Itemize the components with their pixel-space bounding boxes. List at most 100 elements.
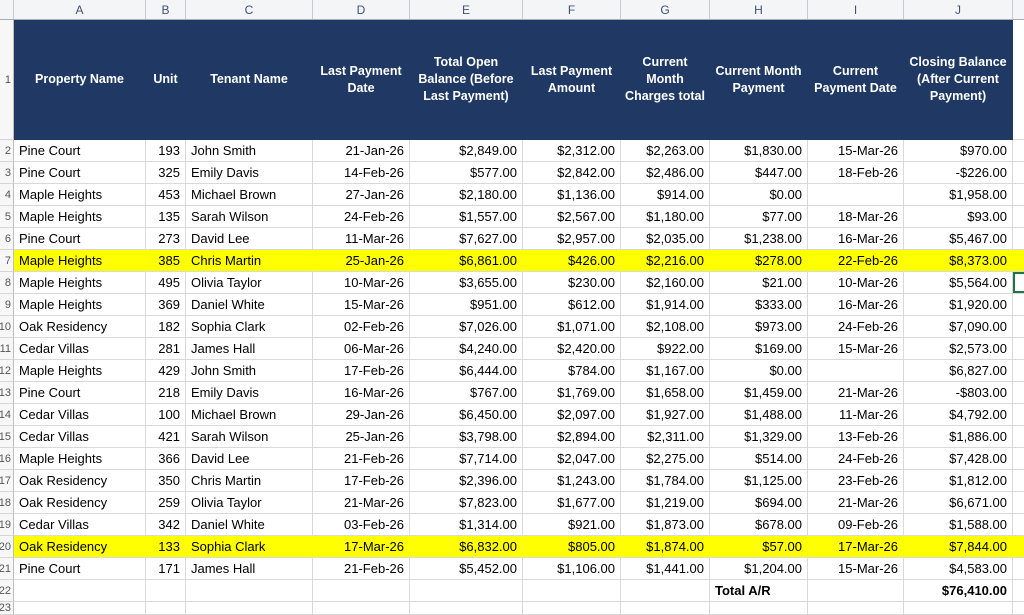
cell[interactable]: 495: [146, 272, 186, 294]
cell[interactable]: $2,035.00: [621, 228, 710, 250]
cell[interactable]: 17-Feb-26: [313, 360, 410, 382]
cell[interactable]: $5,564.00: [904, 272, 1013, 294]
cell[interactable]: $1,459.00: [710, 382, 808, 404]
cell[interactable]: Emily Davis: [186, 162, 313, 184]
cell[interactable]: [186, 580, 313, 602]
cell[interactable]: Olivia Taylor: [186, 272, 313, 294]
cell[interactable]: $1,830.00: [710, 140, 808, 162]
header-cell-3[interactable]: Last Payment Date: [313, 20, 410, 140]
row-header-13[interactable]: 13: [0, 382, 14, 404]
cell[interactable]: 06-Mar-26: [313, 338, 410, 360]
cell[interactable]: $1,784.00: [621, 470, 710, 492]
cell[interactable]: Michael Brown: [186, 184, 313, 206]
cell[interactable]: $2,275.00: [621, 448, 710, 470]
cell[interactable]: $1,071.00: [523, 316, 621, 338]
cell[interactable]: 11-Mar-26: [808, 404, 904, 426]
cell[interactable]: Oak Residency: [14, 316, 146, 338]
cell[interactable]: 16-Mar-26: [313, 382, 410, 404]
cell[interactable]: -$803.00: [904, 382, 1013, 404]
cell[interactable]: 24-Feb-26: [313, 206, 410, 228]
cell[interactable]: 10-Mar-26: [313, 272, 410, 294]
cell[interactable]: [808, 184, 904, 206]
cell[interactable]: 23-Feb-26: [808, 470, 904, 492]
cell[interactable]: [146, 580, 186, 602]
cell[interactable]: 10-Mar-26: [808, 272, 904, 294]
cell[interactable]: $4,792.00: [904, 404, 1013, 426]
row-header-19[interactable]: 19: [0, 514, 14, 536]
cell[interactable]: 429: [146, 360, 186, 382]
cell[interactable]: Maple Heights: [14, 206, 146, 228]
cell[interactable]: $1,873.00: [621, 514, 710, 536]
row-header-14[interactable]: 14: [0, 404, 14, 426]
cell[interactable]: $1,180.00: [621, 206, 710, 228]
column-header-B[interactable]: B: [146, 0, 186, 19]
cell[interactable]: 17-Mar-26: [808, 536, 904, 558]
cell[interactable]: $2,216.00: [621, 250, 710, 272]
cell[interactable]: $2,047.00: [523, 448, 621, 470]
select-all-corner[interactable]: [0, 0, 14, 19]
cell[interactable]: 366: [146, 448, 186, 470]
cell[interactable]: $0.00: [710, 360, 808, 382]
cell[interactable]: $5,452.00: [410, 558, 523, 580]
column-header-D[interactable]: D: [313, 0, 410, 19]
cell[interactable]: $951.00: [410, 294, 523, 316]
cell[interactable]: [186, 602, 313, 615]
row-header-2[interactable]: 2: [0, 140, 14, 162]
cell[interactable]: $921.00: [523, 514, 621, 536]
header-cell-7[interactable]: Current Month Payment: [710, 20, 808, 140]
cell[interactable]: 421: [146, 426, 186, 448]
cell[interactable]: [904, 602, 1013, 615]
column-header-A[interactable]: A: [14, 0, 146, 19]
cell[interactable]: $7,823.00: [410, 492, 523, 514]
cell[interactable]: [808, 360, 904, 382]
cell[interactable]: Pine Court: [14, 382, 146, 404]
cell[interactable]: $2,108.00: [621, 316, 710, 338]
cell[interactable]: $970.00: [904, 140, 1013, 162]
cell[interactable]: Oak Residency: [14, 470, 146, 492]
header-cell-6[interactable]: Current Month Charges total: [621, 20, 710, 140]
cell[interactable]: $612.00: [523, 294, 621, 316]
cell[interactable]: $1,557.00: [410, 206, 523, 228]
header-cell-5[interactable]: Last Payment Amount: [523, 20, 621, 140]
column-header-C[interactable]: C: [186, 0, 313, 19]
cell[interactable]: $2,567.00: [523, 206, 621, 228]
row-header-16[interactable]: 16: [0, 448, 14, 470]
cell[interactable]: John Smith: [186, 140, 313, 162]
cell[interactable]: 133: [146, 536, 186, 558]
header-cell-0[interactable]: Property Name: [14, 20, 146, 140]
cell[interactable]: Pine Court: [14, 162, 146, 184]
cell[interactable]: $1,314.00: [410, 514, 523, 536]
cell[interactable]: Olivia Taylor: [186, 492, 313, 514]
cell[interactable]: $7,090.00: [904, 316, 1013, 338]
row-header-7[interactable]: 7: [0, 250, 14, 272]
cell[interactable]: 16-Mar-26: [808, 294, 904, 316]
cell[interactable]: 342: [146, 514, 186, 536]
cell[interactable]: Daniel White: [186, 514, 313, 536]
cell[interactable]: [621, 580, 710, 602]
cell[interactable]: $2,396.00: [410, 470, 523, 492]
column-header-I[interactable]: I: [808, 0, 904, 19]
header-cell-1[interactable]: Unit: [146, 20, 186, 140]
cell[interactable]: [14, 580, 146, 602]
cell[interactable]: Sarah Wilson: [186, 206, 313, 228]
row-header-21[interactable]: 21: [0, 558, 14, 580]
cell[interactable]: $973.00: [710, 316, 808, 338]
cell[interactable]: $2,573.00: [904, 338, 1013, 360]
cell[interactable]: 15-Mar-26: [808, 558, 904, 580]
cell[interactable]: Maple Heights: [14, 250, 146, 272]
cell[interactable]: $1,886.00: [904, 426, 1013, 448]
row-header-1[interactable]: 1: [0, 20, 14, 140]
cell[interactable]: 14-Feb-26: [313, 162, 410, 184]
cell[interactable]: 18-Mar-26: [808, 206, 904, 228]
cell[interactable]: 171: [146, 558, 186, 580]
cell[interactable]: 100: [146, 404, 186, 426]
cell[interactable]: $767.00: [410, 382, 523, 404]
row-header-17[interactable]: 17: [0, 470, 14, 492]
cell[interactable]: $1,204.00: [710, 558, 808, 580]
cell[interactable]: $5,467.00: [904, 228, 1013, 250]
cell[interactable]: 15-Mar-26: [808, 338, 904, 360]
cell[interactable]: Michael Brown: [186, 404, 313, 426]
cell[interactable]: $57.00: [710, 536, 808, 558]
cell[interactable]: $426.00: [523, 250, 621, 272]
cell[interactable]: [313, 580, 410, 602]
